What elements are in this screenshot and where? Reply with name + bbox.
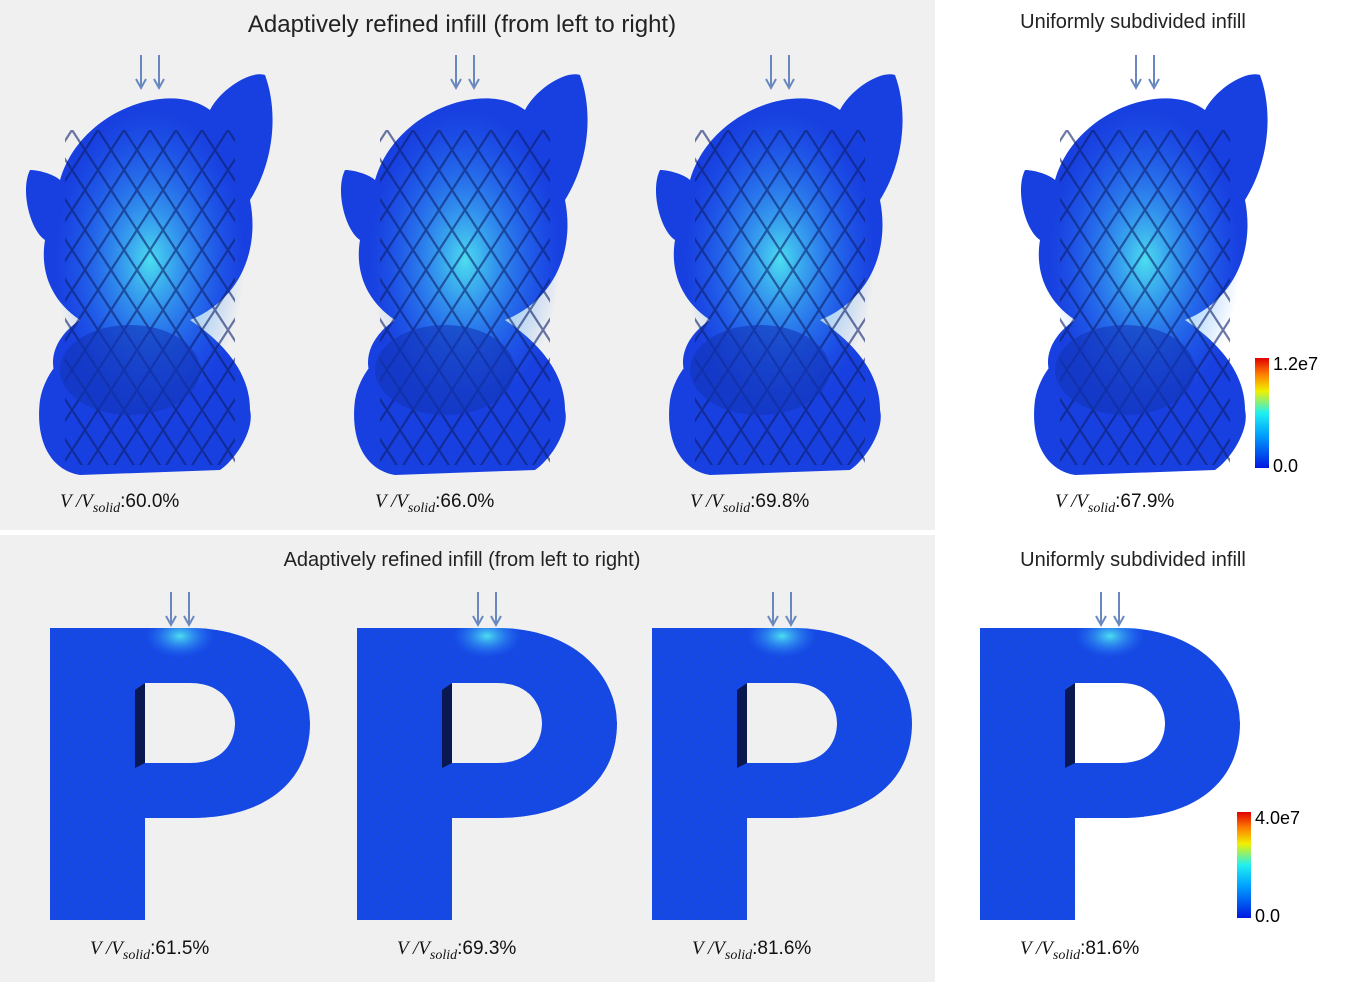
volume-value: 67.9% [1120,491,1174,512]
panel-title: Adaptively refined infill (from left to … [284,549,641,571]
volume-subscript: solid [123,948,151,963]
volume-value: 81.6% [757,938,811,959]
colorbar-max: 1.2e7 [1273,354,1318,374]
colorbar [1255,358,1269,468]
load-arrow [1114,592,1124,625]
volume-value: 60.0% [125,491,179,512]
colorbar-min: 0.0 [1255,906,1280,926]
panel-title: Adaptively refined infill (from left to … [248,11,676,38]
volume-value: 66.0% [440,491,494,512]
panel-title: Uniformly subdivided infill [1020,549,1246,571]
volume-value: 81.6% [1085,938,1139,959]
volume-value: 69.3% [462,938,516,959]
volume-symbol: V /V [397,938,432,959]
volume-symbol: V /V [1020,938,1055,959]
load-arrow [1149,55,1159,88]
colorbar-max: 4.0e7 [1255,808,1300,828]
volume-subscript: solid [408,501,436,516]
volume-subscript: solid [1053,948,1081,963]
volume-symbol: V /V [60,491,95,512]
colorbar [1237,812,1251,918]
volume-symbol: V /V [90,938,125,959]
model-render [1021,74,1268,475]
volume-subscript: solid [430,948,458,963]
volume-value: 61.5% [155,938,209,959]
volume-value: 69.8% [755,491,809,512]
volume-symbol: V /V [690,491,725,512]
figure: Adaptively refined infill (from left to … [0,0,1345,982]
volume-subscript: solid [1088,501,1116,516]
volume-symbol: V /V [692,938,727,959]
volume-label: V /Vsolid:81.6% [1020,938,1139,963]
load-arrow [1131,55,1141,88]
volume-symbol: V /V [375,491,410,512]
volume-subscript: solid [725,948,753,963]
model-render [980,614,1240,920]
volume-subscript: solid [723,501,751,516]
colorbar-min: 0.0 [1273,456,1298,476]
panel-title: Uniformly subdivided infill [1020,11,1246,33]
volume-label: V /Vsolid:67.9% [1055,491,1174,516]
load-arrow [1096,592,1106,625]
volume-subscript: solid [93,501,121,516]
volume-symbol: V /V [1055,491,1090,512]
